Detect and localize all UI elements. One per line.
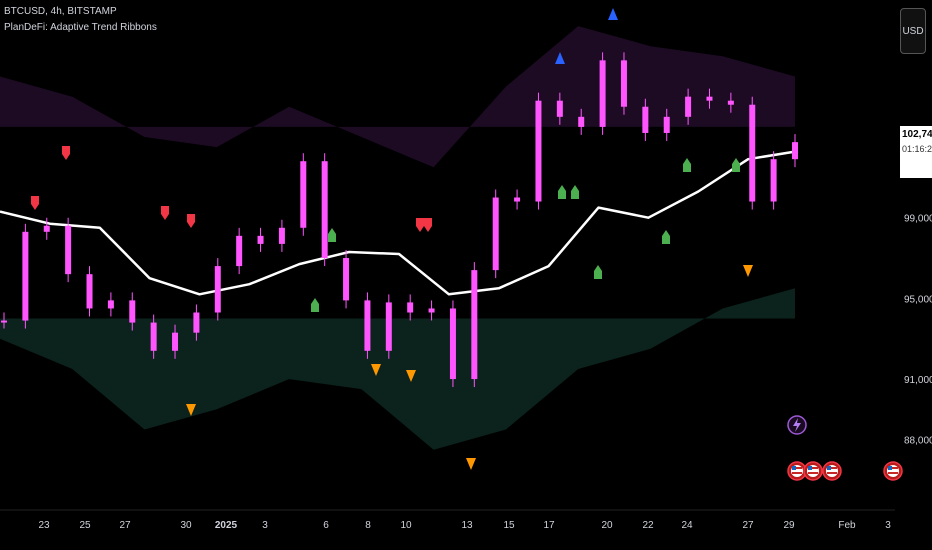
trend-line — [0, 149, 799, 296]
x-tick-label: 6 — [323, 520, 329, 531]
lightning-icon[interactable] — [787, 415, 807, 435]
candle — [86, 274, 93, 309]
down-triangle-marker — [186, 404, 196, 416]
candle — [107, 300, 114, 309]
candle — [364, 300, 371, 351]
candle — [642, 106, 649, 133]
candle — [535, 100, 542, 202]
candle — [172, 332, 179, 351]
sell-signal-marker — [187, 214, 195, 228]
candle — [556, 100, 563, 117]
candle — [257, 235, 264, 244]
candle — [129, 300, 136, 323]
candle — [449, 308, 456, 380]
lower-ribbon — [0, 288, 795, 450]
bar-countdown: 01:16:23 — [902, 144, 932, 154]
candle — [792, 142, 798, 160]
y-tick-label: 95,000 — [904, 294, 932, 305]
candle — [407, 302, 414, 313]
candle — [343, 258, 350, 301]
candle — [1, 320, 7, 323]
buy-signal-marker — [683, 158, 691, 172]
candle — [599, 60, 606, 127]
x-tick-label: 13 — [461, 520, 473, 531]
candle — [428, 308, 435, 313]
sell-signal-marker — [424, 218, 432, 232]
candle — [492, 197, 499, 271]
candle — [321, 161, 328, 259]
candle — [150, 322, 157, 351]
currency-label: USD — [902, 25, 924, 37]
currency-button[interactable]: USD — [900, 8, 926, 54]
y-tick-label: 88,000 — [904, 436, 932, 447]
candle — [65, 225, 72, 275]
indicator-title[interactable]: PlanDeFi: Adaptive Trend Ribbons — [4, 22, 157, 33]
us-flag-icon[interactable] — [803, 461, 823, 481]
x-tick-label: 15 — [503, 520, 515, 531]
x-tick-label: 2025 — [215, 520, 238, 531]
x-tick-label: 20 — [601, 520, 613, 531]
candle — [300, 161, 307, 228]
x-tick-label: Feb — [838, 520, 856, 531]
x-tick-label: 23 — [38, 520, 50, 531]
candle — [278, 227, 285, 244]
candle — [236, 235, 243, 267]
sell-signal-marker — [416, 218, 424, 232]
candle — [727, 100, 734, 105]
sell-signal-marker — [161, 206, 169, 220]
sell-signal-marker — [62, 146, 70, 160]
candle — [770, 159, 777, 202]
x-tick-label: 8 — [365, 520, 371, 531]
x-tick-label: 30 — [180, 520, 192, 531]
x-tick-label: 22 — [642, 520, 654, 531]
down-triangle-marker — [466, 458, 476, 470]
us-flag-icon[interactable] — [787, 461, 807, 481]
y-tick-label: 91,000 — [904, 375, 932, 386]
x-tick-label: 10 — [400, 520, 412, 531]
y-tick-label: 99,000 — [904, 214, 932, 225]
candle — [514, 197, 521, 202]
candle — [214, 266, 221, 313]
buy-signal-marker — [662, 230, 670, 244]
down-triangle-marker — [743, 265, 753, 277]
candle — [22, 231, 29, 321]
us-flag-icon[interactable] — [883, 461, 903, 481]
buy-signal-marker — [732, 158, 740, 172]
x-tick-label: 3 — [885, 520, 891, 531]
buy-signal-marker — [328, 228, 336, 242]
buy-signal-marker — [311, 298, 319, 312]
last-price-tag: 102,745 01:16:23 — [900, 126, 932, 178]
candle — [706, 96, 713, 101]
candle — [578, 116, 585, 127]
x-tick-label: 29 — [783, 520, 795, 531]
upper-ribbon — [0, 26, 795, 168]
x-tick-label: 17 — [543, 520, 555, 531]
x-tick-label: 27 — [119, 520, 131, 531]
us-flag-icon[interactable] — [822, 461, 842, 481]
candle — [193, 312, 200, 333]
candle — [620, 60, 627, 107]
candle — [749, 104, 756, 202]
x-tick-label: 27 — [742, 520, 754, 531]
x-tick-label: 25 — [79, 520, 91, 531]
buy-signal-marker — [571, 185, 579, 199]
down-triangle-marker — [371, 364, 381, 376]
candle — [685, 96, 692, 117]
buy-signal-marker — [558, 185, 566, 199]
up-triangle-marker — [555, 52, 565, 64]
candle — [471, 270, 478, 380]
candle — [385, 302, 392, 351]
up-triangle-marker — [608, 8, 618, 20]
last-price-value: 102,745 — [902, 129, 932, 140]
symbol-title: BTCUSD, 4h, BITSTAMP — [4, 6, 117, 17]
x-tick-label: 3 — [262, 520, 268, 531]
sell-signal-marker — [31, 196, 39, 210]
candle — [663, 116, 670, 133]
candle — [43, 225, 50, 232]
down-triangle-marker — [406, 370, 416, 382]
buy-signal-marker — [594, 265, 602, 279]
x-tick-label: 24 — [681, 520, 693, 531]
